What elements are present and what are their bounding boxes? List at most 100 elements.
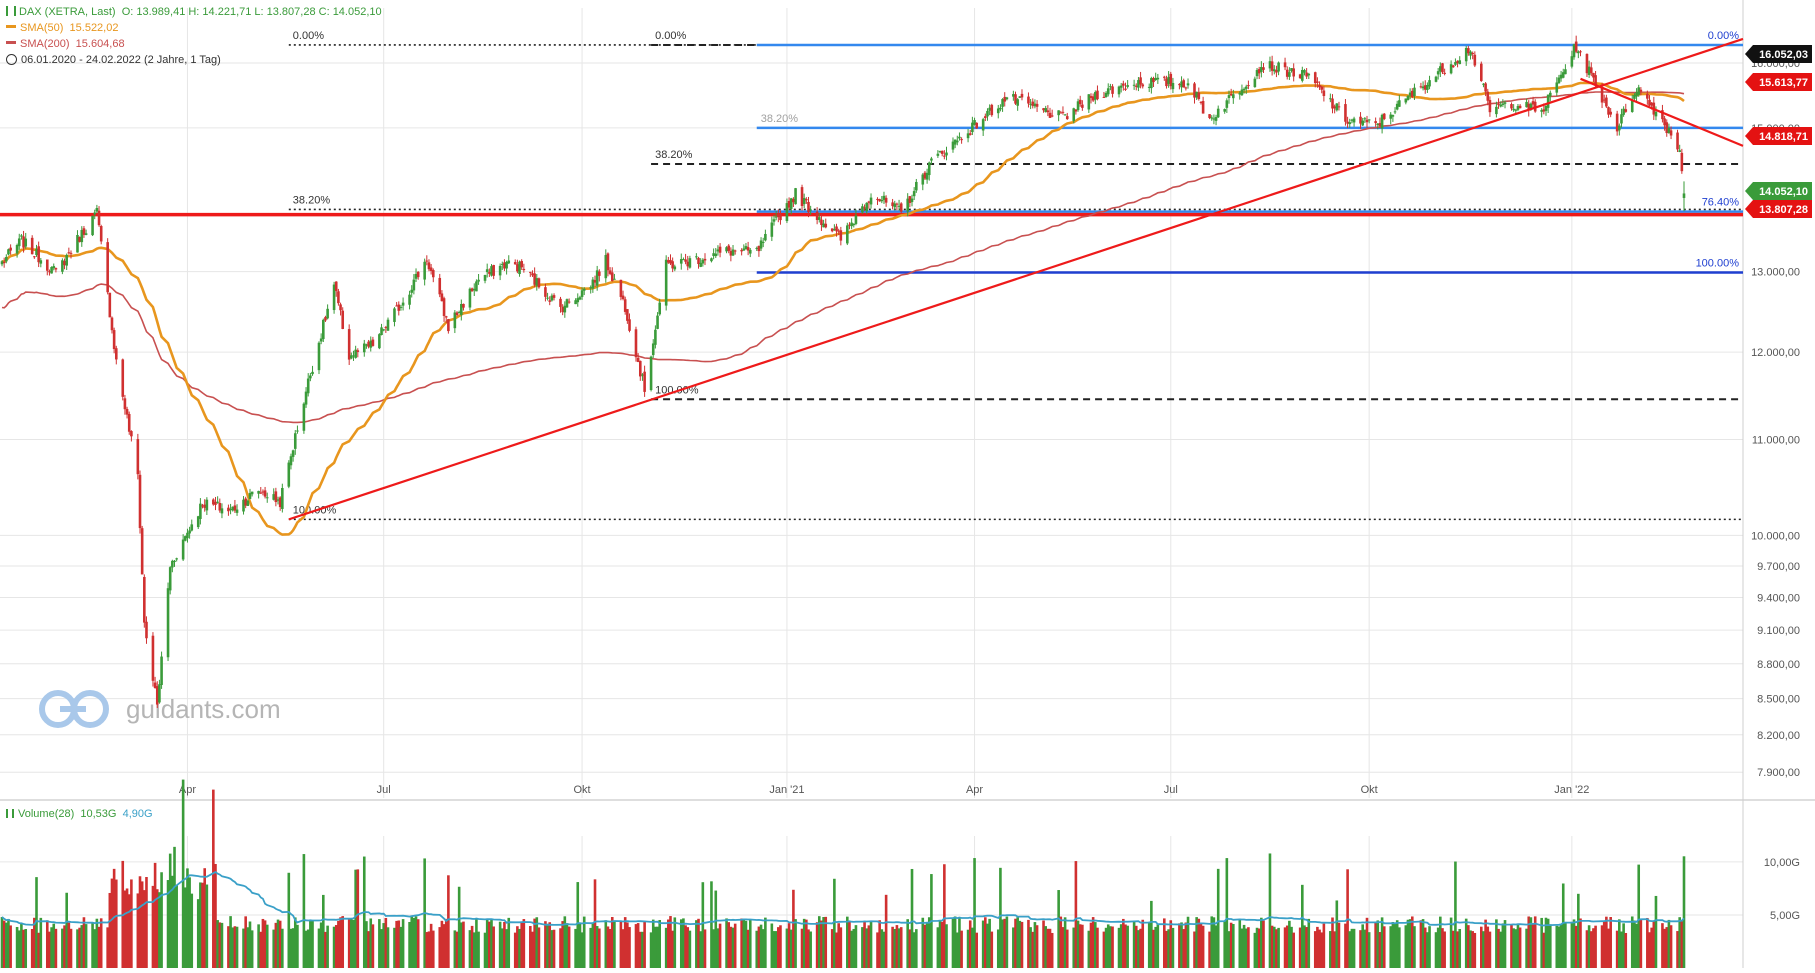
- volume-bar: [457, 886, 461, 968]
- candle-body: [1288, 72, 1291, 77]
- candle-body: [1423, 85, 1427, 90]
- candle-body: [563, 305, 567, 313]
- candle-body: [1434, 76, 1438, 82]
- volume-bar: [1359, 930, 1362, 968]
- candle-body: [485, 269, 489, 273]
- candle-body: [37, 246, 40, 263]
- volume-bar: [1124, 924, 1127, 968]
- volume-bar: [927, 917, 931, 968]
- candle-body: [787, 201, 791, 208]
- volume-bar: [1630, 916, 1634, 968]
- candle-body: [1096, 90, 1099, 100]
- volume-bar: [386, 927, 390, 968]
- candle-body: [1544, 105, 1548, 111]
- volume-bar: [839, 927, 843, 968]
- volume-bar: [861, 927, 864, 968]
- candle-body: [955, 140, 959, 143]
- volume-bar: [1255, 927, 1259, 968]
- volume-bar: [84, 924, 88, 968]
- candle-body: [1395, 103, 1399, 110]
- volume-bar: [1408, 919, 1412, 968]
- candle-body: [350, 355, 353, 359]
- volume-bar: [17, 930, 21, 968]
- volume-bar: [231, 927, 235, 968]
- volume-bar: [880, 929, 884, 968]
- volume-bar: [1618, 919, 1621, 968]
- candle-body: [531, 273, 534, 276]
- volume-bar: [2, 920, 6, 968]
- candle-body: [822, 223, 825, 228]
- volume-bar: [1484, 919, 1487, 968]
- candle-body: [1104, 92, 1108, 98]
- volume-bar: [1421, 919, 1425, 968]
- volume-bar: [863, 921, 866, 968]
- candle-body: [233, 505, 237, 511]
- candle-body: [250, 491, 254, 495]
- candle-body: [1061, 111, 1065, 113]
- candle-body: [138, 474, 142, 529]
- volume-bar: [1419, 920, 1423, 968]
- volume-bar: [1665, 927, 1669, 968]
- volume-bar: [1301, 884, 1304, 968]
- candle-body: [744, 246, 748, 250]
- volume-bar: [462, 921, 465, 968]
- volume-bar: [1579, 918, 1582, 968]
- volume-bar: [604, 920, 608, 968]
- volume-bar: [815, 922, 819, 968]
- candle-body: [729, 251, 733, 256]
- candle-body: [990, 104, 994, 116]
- candle-body: [936, 153, 940, 156]
- volume-bar: [1577, 893, 1580, 968]
- candle-body: [591, 279, 595, 289]
- candle-body: [792, 198, 795, 203]
- candle-body: [1510, 104, 1513, 109]
- candle-body: [1587, 66, 1591, 75]
- volume-bar: [1410, 916, 1414, 968]
- volume-bar: [1570, 921, 1574, 968]
- volume-bar: [915, 929, 918, 968]
- volume-bar: [181, 779, 185, 968]
- candle-body: [114, 348, 118, 360]
- volume-bar: [716, 928, 720, 968]
- volume-bar: [65, 892, 68, 968]
- volume-bar: [1316, 926, 1319, 968]
- volume-bar: [1592, 928, 1595, 968]
- candle-body: [1527, 103, 1531, 111]
- volume-bar: [1165, 930, 1168, 968]
- candle-body: [968, 133, 972, 135]
- volume-bar: [201, 882, 204, 968]
- volume-bar: [865, 928, 869, 968]
- volume-bar: [1027, 919, 1030, 968]
- volume-bar: [155, 889, 159, 968]
- candle-body: [20, 235, 23, 237]
- candle-body: [425, 260, 429, 262]
- volume-bar: [656, 926, 659, 968]
- candle-body: [996, 108, 1000, 114]
- candle-body: [1376, 123, 1380, 126]
- candle-body: [1232, 94, 1235, 99]
- candle-body: [1514, 109, 1518, 111]
- volume-tick-label: 5,00G: [1770, 910, 1800, 922]
- candle-body: [341, 310, 345, 329]
- volume-bar: [695, 920, 698, 968]
- candle-body: [1329, 98, 1332, 100]
- candle-body: [1193, 83, 1196, 98]
- volume-bar: [261, 918, 265, 968]
- period-range: 06.01.2020 - 24.02.2022 (2 Jahre, 1 Tag): [21, 54, 221, 66]
- volume-bar: [1046, 928, 1050, 968]
- candle-body: [1303, 70, 1306, 73]
- volume-bar: [492, 926, 495, 968]
- candle-body: [1404, 98, 1408, 103]
- candle-body: [546, 297, 549, 299]
- candle-body: [65, 255, 68, 266]
- volume-bar: [1180, 922, 1183, 968]
- volume-bar: [425, 932, 429, 968]
- volume-bar: [1313, 931, 1317, 968]
- volume-bar: [910, 868, 914, 968]
- volume-bar: [1454, 861, 1457, 968]
- candle-body: [1482, 83, 1485, 85]
- candle-body: [1059, 112, 1063, 114]
- candle-body: [740, 250, 743, 252]
- candle-body: [1156, 77, 1160, 80]
